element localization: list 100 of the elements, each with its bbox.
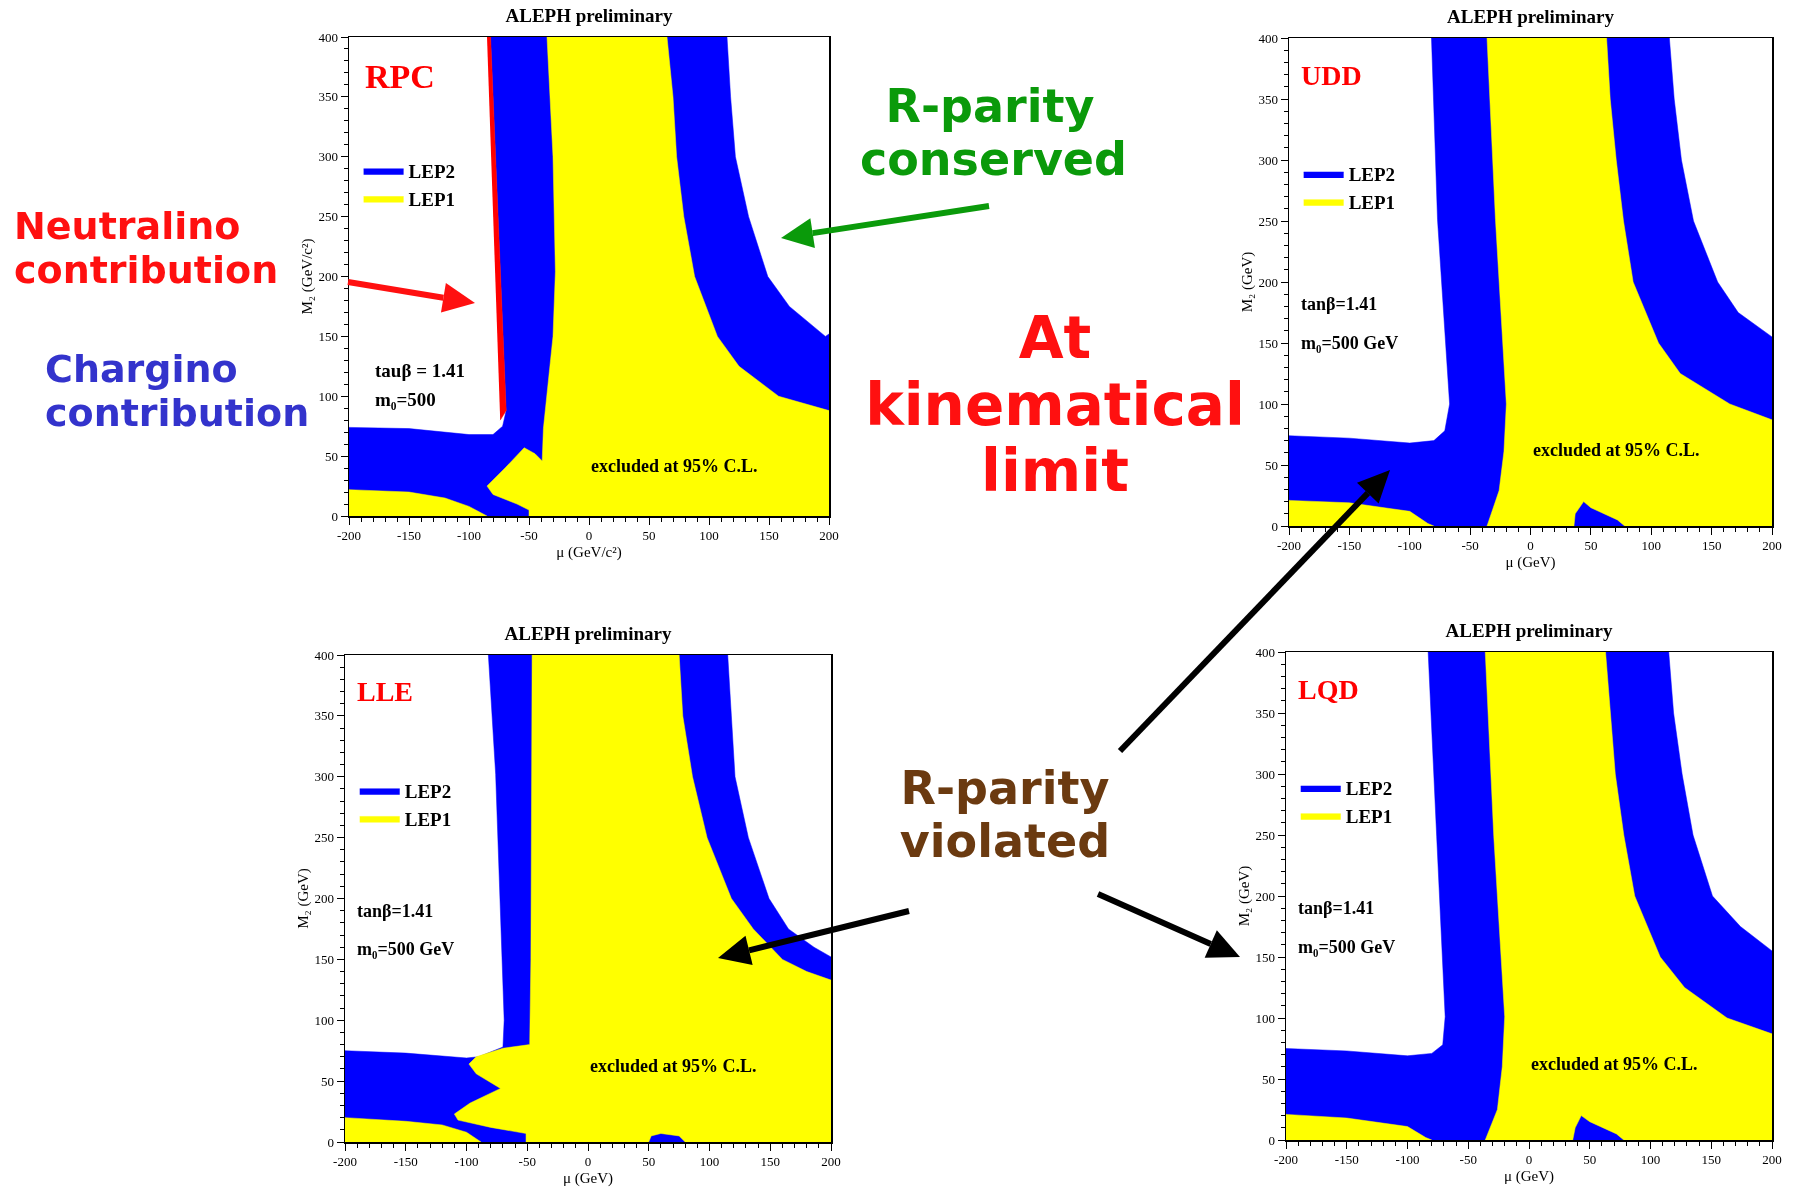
x-tick-label: 100 bbox=[1640, 1152, 1661, 1168]
text: R-parity conserved bbox=[860, 79, 1127, 186]
y-tick-label: 300 bbox=[314, 769, 334, 785]
legend-label: LEP2 bbox=[1348, 164, 1396, 186]
y-tick-label: 50 bbox=[1264, 457, 1278, 473]
legend-label: LEP1 bbox=[1348, 192, 1396, 214]
annotation: tauβ = 1.41 bbox=[375, 360, 465, 381]
annotation: excluded at 95% C.L. bbox=[590, 1056, 757, 1076]
y-tick-label: 250 bbox=[318, 209, 338, 225]
y-axis-title: M₂ (GeV) bbox=[1235, 865, 1253, 927]
y-tick-label: 50 bbox=[324, 448, 338, 464]
chart-title: ALEPH preliminary bbox=[504, 623, 672, 645]
x-tick-label: -150 bbox=[397, 528, 421, 544]
x-tick-label: 150 bbox=[1701, 538, 1722, 554]
annotation: tanβ=1.41 bbox=[357, 901, 434, 921]
x-tick-label: 100 bbox=[699, 1154, 720, 1170]
legend-label: LEP1 bbox=[404, 808, 452, 830]
x-axis-title: μ (GeV) bbox=[562, 1169, 614, 1187]
annotation: excluded at 95% C.L. bbox=[1531, 1054, 1698, 1074]
x-tick-label: -100 bbox=[457, 528, 481, 544]
x-tick-label: 200 bbox=[819, 528, 839, 544]
annotation: m₀=500 GeV bbox=[1298, 937, 1396, 957]
x-tick-label: -100 bbox=[454, 1154, 479, 1170]
y-tick-label: 0 bbox=[1271, 518, 1278, 534]
x-axis-title: μ (GeV) bbox=[1505, 553, 1556, 571]
annotation: excluded at 95% C.L. bbox=[591, 456, 758, 476]
y-tick-label: 300 bbox=[1255, 766, 1275, 782]
y-tick-label: 250 bbox=[314, 830, 334, 846]
y-tick-label: 0 bbox=[327, 1134, 334, 1150]
legend-label: LEP2 bbox=[404, 781, 452, 803]
x-tick-label: 200 bbox=[1762, 1152, 1782, 1168]
y-tick-label: 400 bbox=[318, 29, 338, 45]
x-tick-label: -200 bbox=[1274, 1152, 1298, 1168]
y-tick-label: 100 bbox=[318, 388, 338, 404]
legend-label: LEP2 bbox=[408, 161, 456, 183]
y-tick-label: 150 bbox=[1255, 949, 1275, 965]
y-axis-title: M₂ (GeV/c²) bbox=[298, 238, 316, 315]
x-axis-title: μ (GeV) bbox=[1503, 1167, 1555, 1185]
x-tick-label: 150 bbox=[759, 528, 779, 544]
x-axis-title: μ (GeV/c²) bbox=[556, 543, 622, 561]
x-tick-label: 50 bbox=[1583, 1152, 1597, 1168]
x-tick-label: -100 bbox=[1397, 538, 1422, 554]
annotation: LLE bbox=[357, 676, 414, 707]
x-tick-label: 100 bbox=[699, 528, 719, 544]
y-tick-label: 100 bbox=[1255, 1010, 1275, 1026]
annotation: excluded at 95% C.L. bbox=[1533, 440, 1700, 460]
legend-label: LEP1 bbox=[1345, 806, 1393, 828]
annotation: m₀=500 GeV bbox=[1301, 333, 1399, 353]
x-tick-label: -200 bbox=[1277, 538, 1301, 554]
y-tick-label: 150 bbox=[318, 328, 338, 344]
x-tick-label: -100 bbox=[1395, 1152, 1420, 1168]
annotation: UDD bbox=[1301, 60, 1362, 91]
y-tick-label: 250 bbox=[1255, 827, 1275, 843]
y-tick-label: 250 bbox=[1258, 213, 1278, 229]
chart-title: ALEPH preliminary bbox=[1445, 620, 1613, 642]
annotation: m₀=500 bbox=[375, 389, 436, 410]
y-tick-label: 400 bbox=[1258, 30, 1278, 46]
x-tick-label: 0 bbox=[1527, 538, 1534, 554]
x-tick-label: -200 bbox=[337, 528, 361, 544]
y-axis-title: M₂ (GeV) bbox=[294, 868, 312, 929]
y-tick-label: 200 bbox=[314, 891, 334, 907]
y-tick-label: 0 bbox=[1268, 1132, 1275, 1148]
x-tick-label: -200 bbox=[333, 1154, 357, 1170]
x-tick-label: 0 bbox=[585, 528, 593, 544]
y-tick-label: 350 bbox=[1258, 91, 1278, 107]
x-tick-label: 50 bbox=[642, 528, 656, 544]
annotation: tanβ=1.41 bbox=[1301, 294, 1378, 314]
x-tick-label: -50 bbox=[1461, 538, 1479, 554]
x-tick-label: -150 bbox=[1334, 1152, 1359, 1168]
y-tick-label: 50 bbox=[1261, 1071, 1275, 1087]
y-tick-label: 100 bbox=[314, 1012, 334, 1028]
annotation: m₀=500 GeV bbox=[357, 939, 455, 959]
y-tick-label: 350 bbox=[314, 708, 334, 724]
text: Neutralino contribution bbox=[14, 204, 279, 293]
annotation: LQD bbox=[1298, 674, 1359, 705]
y-tick-label: 200 bbox=[318, 269, 338, 285]
x-tick-label: 50 bbox=[642, 1154, 656, 1170]
x-tick-label: -50 bbox=[518, 1154, 536, 1170]
y-tick-label: 100 bbox=[1258, 396, 1278, 412]
text: Chargino contribution bbox=[45, 347, 310, 436]
x-tick-label: 200 bbox=[1762, 538, 1782, 554]
y-tick-label: 300 bbox=[318, 149, 338, 165]
x-tick-label: 150 bbox=[1701, 1152, 1721, 1168]
y-tick-label: 50 bbox=[320, 1073, 334, 1089]
x-tick-label: -50 bbox=[520, 528, 538, 544]
chart-title: ALEPH preliminary bbox=[505, 5, 673, 27]
y-tick-label: 150 bbox=[1258, 335, 1278, 351]
y-tick-label: 400 bbox=[314, 647, 334, 663]
annotation: tanβ=1.41 bbox=[1298, 898, 1375, 918]
legend-label: LEP1 bbox=[408, 188, 456, 210]
x-tick-label: -150 bbox=[1337, 538, 1362, 554]
y-tick-label: 300 bbox=[1258, 152, 1278, 168]
y-tick-label: 200 bbox=[1258, 274, 1278, 290]
x-tick-label: 100 bbox=[1641, 538, 1661, 554]
x-tick-label: 0 bbox=[584, 1154, 592, 1170]
y-tick-label: 400 bbox=[1255, 644, 1275, 660]
y-tick-label: 150 bbox=[314, 951, 334, 967]
y-tick-label: 350 bbox=[318, 89, 338, 105]
chart-title: ALEPH preliminary bbox=[1447, 6, 1615, 28]
y-tick-label: 0 bbox=[331, 508, 338, 524]
